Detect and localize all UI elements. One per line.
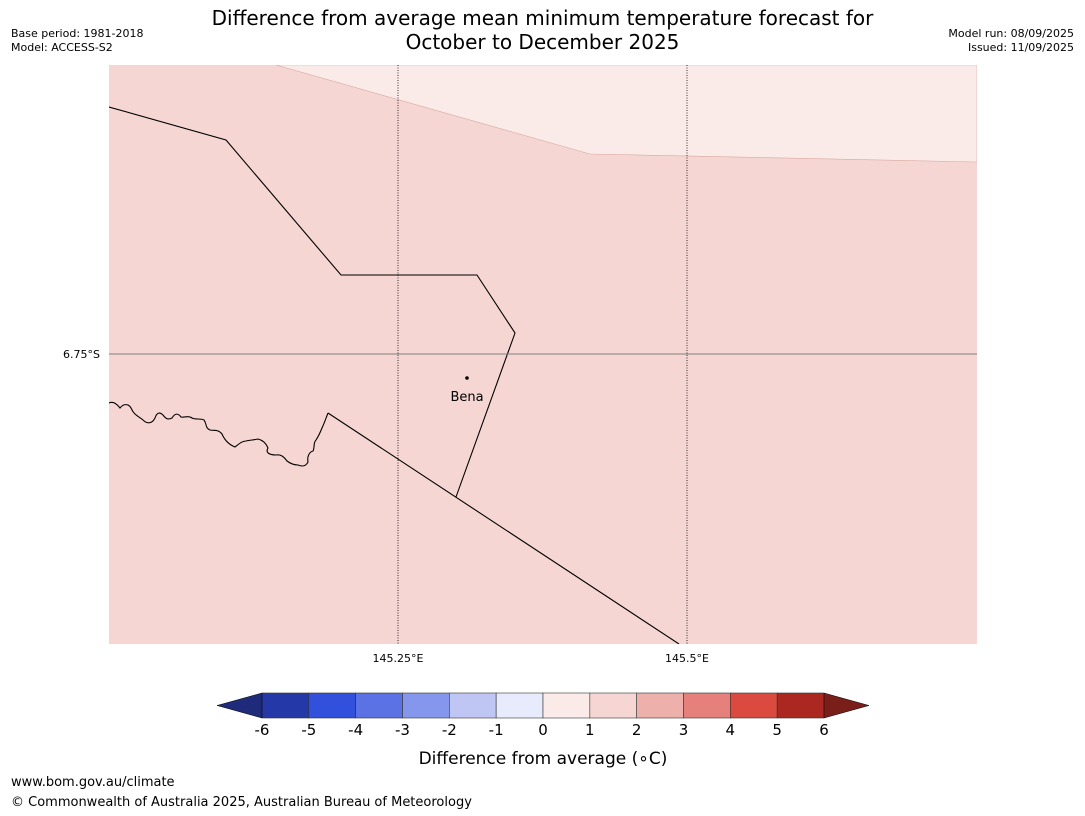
colorbar-swatch	[308, 692, 356, 719]
colorbar-swatch	[542, 692, 591, 719]
lon-label-145-5: 145.5°E	[665, 652, 709, 665]
colorbar-tick-label: 4	[726, 721, 736, 739]
colorbar-swatch	[355, 692, 403, 719]
place-label-bena: Bena	[450, 390, 483, 405]
colorbar-swatch	[776, 692, 825, 719]
title-line-2: October to December 2025	[405, 30, 680, 54]
colorbar-swatch	[636, 692, 684, 719]
colorbar-tick-label: 6	[819, 721, 829, 739]
map-plot-area	[109, 65, 977, 644]
colorbar-swatch	[449, 692, 497, 719]
forecast-map: Bena 6.75°S 145.25°E 145.5°E	[63, 65, 977, 665]
issued-text: Issued: 11/09/2025	[967, 41, 1074, 54]
colorbar-tick-label: 3	[679, 721, 689, 739]
base-period-text: Base period: 1981-2018	[11, 27, 144, 40]
colorbar-tick-label: -5	[301, 721, 316, 739]
colorbar-tick-label: 0	[538, 721, 548, 739]
colorbar-tick-label: -1	[489, 721, 504, 739]
model-text: Model: ACCESS-S2	[11, 41, 113, 54]
lon-label-145-25: 145.25°E	[373, 652, 424, 665]
footer-copyright: © Commonwealth of Australia 2025, Austra…	[11, 795, 472, 810]
colorbar-swatch	[730, 692, 778, 719]
colorbar: -6 -5 -4 -3 -2 -1 0 1 2 3 4 5 6 Difference from aver…	[216, 692, 870, 769]
colorbar-extend-low	[216, 692, 263, 719]
colorbar-tick-label: -6	[255, 721, 270, 739]
province-boundary	[109, 106, 516, 498]
colorbar-label: Difference from average (∘C)	[419, 749, 668, 769]
chart-title: Difference from average mean minimum tem…	[0, 6, 1085, 54]
colorbar-tick-labels: -6 -5 -4 -3 -2 -1 0 1 2 3 4 5 6	[255, 721, 829, 739]
colorbar-tick-label: 2	[632, 721, 642, 739]
colorbar-swatch	[261, 692, 310, 719]
colorbar-swatches	[261, 692, 825, 719]
colorbar-swatch	[589, 692, 637, 719]
province-boundary-south	[327, 412, 680, 644]
colorbar-extend-high	[823, 692, 870, 719]
colorbar-swatch	[402, 692, 450, 719]
anomaly-region-0-to-1	[275, 65, 977, 163]
colorbar-tick-label: 5	[772, 721, 782, 739]
footer-url[interactable]: www.bom.gov.au/climate	[11, 775, 175, 790]
model-run-text: Model run: 08/09/2025	[948, 27, 1074, 40]
colorbar-swatch	[683, 692, 731, 719]
meta-right: Model run: 08/09/2025 Issued: 11/09/2025	[948, 27, 1074, 55]
colorbar-swatch	[495, 692, 544, 719]
colorbar-tick-label: -3	[395, 721, 410, 739]
river-line	[109, 401, 329, 467]
lat-label: 6.75°S	[63, 348, 100, 361]
colorbar-tick-label: -4	[348, 721, 363, 739]
colorbar-tick-label: -2	[442, 721, 457, 739]
colorbar-tick-label: 1	[585, 721, 595, 739]
title-line-1: Difference from average mean minimum tem…	[211, 6, 874, 30]
place-marker-bena	[465, 376, 469, 380]
meta-left: Base period: 1981-2018 Model: ACCESS-S2	[11, 27, 143, 55]
